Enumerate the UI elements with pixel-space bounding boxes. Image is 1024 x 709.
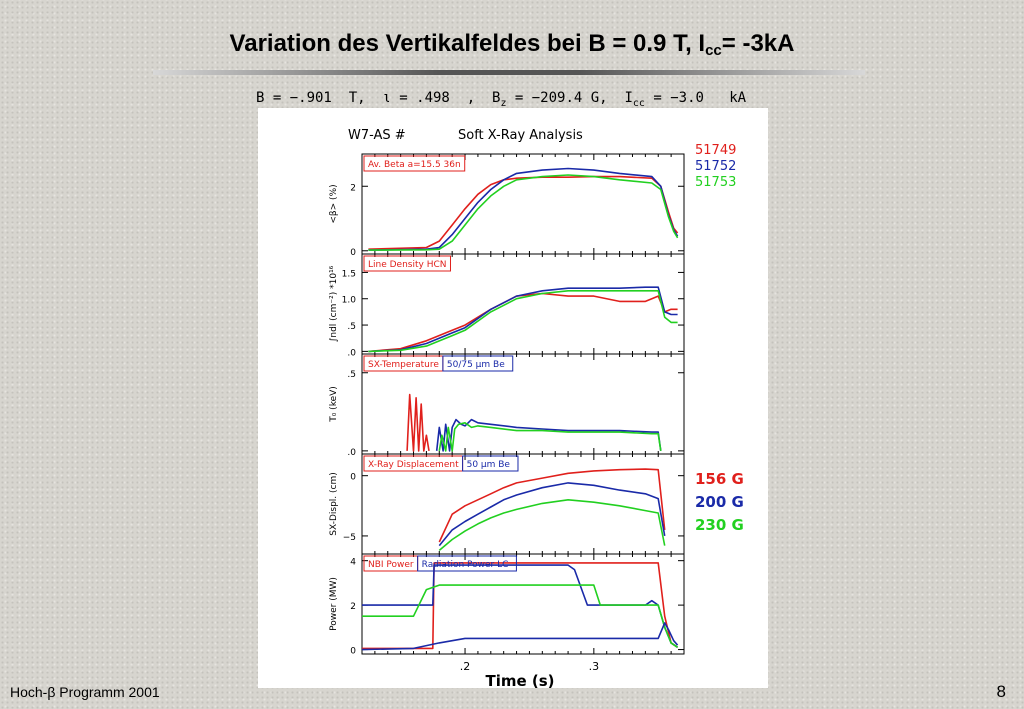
- shot-legend-item: 51753: [695, 175, 736, 190]
- figure-title: W7-AS #: [348, 128, 406, 143]
- panel-label-secondary: 50/75 µm Be: [447, 360, 505, 370]
- panel-label-secondary-box: [417, 555, 517, 572]
- slide-title: Variation des Vertikalfeldes bei B = 0.9…: [0, 30, 1024, 59]
- title-end: = -3kA: [721, 30, 795, 57]
- params-part-1: B = −.901 T, ι = .498 , B: [256, 90, 501, 106]
- parameter-line: B = −.901 T, ι = .498 , Bz = −209.4 G, I…: [256, 90, 746, 109]
- panel-label-secondary: Radiation Power LC: [422, 560, 509, 570]
- series-line: [368, 290, 678, 353]
- panel-label-secondary-box: [462, 455, 519, 472]
- params-sub-z: z: [500, 97, 507, 109]
- y-tick-label: 0: [350, 647, 356, 657]
- series-line: [368, 286, 678, 353]
- page-number: 8: [996, 682, 1006, 701]
- y-axis-label: T₀ (keV): [329, 386, 339, 423]
- series-line: [362, 584, 679, 648]
- y-tick-label: .0: [347, 348, 356, 358]
- y-axis-label: Power (MW): [329, 577, 339, 631]
- chart-background: [258, 108, 768, 688]
- series-line: [438, 421, 662, 452]
- title-main: Variation des Vertikalfeldes bei B = 0.9…: [229, 30, 706, 57]
- y-tick-label: 1.5: [342, 269, 356, 279]
- params-sub-cc: cc: [632, 97, 645, 109]
- x-axis-label: Time (s): [485, 672, 554, 688]
- panel-label-secondary: 50 µm Be: [467, 460, 511, 470]
- y-tick-label: .0: [347, 448, 356, 458]
- shot-legend-item: 51749: [695, 143, 736, 158]
- params-part-3: = −3.0 kA: [644, 90, 747, 106]
- panel-label-box: [363, 155, 466, 172]
- panel-label: SX-Temperature: [368, 360, 439, 370]
- shot-legend-item: 51752: [695, 159, 736, 174]
- soft-xray-chart: W7-AS # Soft X-Ray Analysis 0 2 <β> (%) Av.…: [258, 108, 768, 688]
- field-legend-item: 230 G: [695, 516, 744, 534]
- params-part-2: = −209.4 G, I: [506, 90, 633, 106]
- figure-subtitle: Soft X-Ray Analysis: [458, 128, 583, 143]
- title-sub: cc: [705, 42, 722, 59]
- y-tick-label: 1.0: [342, 296, 357, 306]
- field-legend-item: 156 G: [695, 470, 744, 488]
- y-tick-label: .5: [347, 322, 356, 332]
- y-tick-label: −5: [343, 533, 356, 543]
- panel-label: X-Ray Displacement: [368, 460, 459, 470]
- y-tick-label: .5: [347, 370, 356, 380]
- panel-label-secondary-box: [442, 355, 514, 372]
- y-tick-label: 2: [350, 183, 356, 193]
- y-axis-label: <β> (%): [329, 184, 339, 223]
- title-divider: [153, 70, 865, 75]
- panels-group: 0 2 <β> (%) Av. Beta a=15.5 36n .0 .5 1.0 1.5∫n…: [329, 153, 685, 673]
- y-tick-label: 0: [350, 248, 356, 258]
- series-line: [438, 498, 666, 552]
- panel-label: Av. Beta a=15.5 36n: [368, 160, 461, 170]
- panel-label-box: [363, 255, 451, 272]
- series-line: [438, 468, 666, 543]
- series-line: [368, 174, 679, 251]
- y-tick-label: 2: [350, 602, 356, 612]
- series-line: [361, 622, 679, 651]
- y-tick-label: 0: [350, 473, 356, 483]
- x-tick-label: .3: [589, 660, 600, 673]
- panel-frame: [361, 553, 685, 655]
- footer-program: Hoch-β Programm 2001: [10, 684, 160, 700]
- y-tick-label: 4: [350, 558, 356, 568]
- y-axis-label: ∫ndl (cm⁻²) *10¹⁶: [329, 265, 339, 342]
- panel-label: Line Density HCN: [368, 260, 446, 270]
- series-line: [435, 418, 662, 452]
- series-line: [438, 482, 666, 547]
- y-axis-label: SX-Displ. (cm): [329, 472, 339, 535]
- series-line: [406, 393, 430, 452]
- x-tick-label: .2: [460, 660, 471, 673]
- panel-label: NBI Power: [368, 560, 414, 570]
- field-legend: 156 G 200 G 230 G: [695, 470, 744, 534]
- field-legend-item: 200 G: [695, 493, 744, 511]
